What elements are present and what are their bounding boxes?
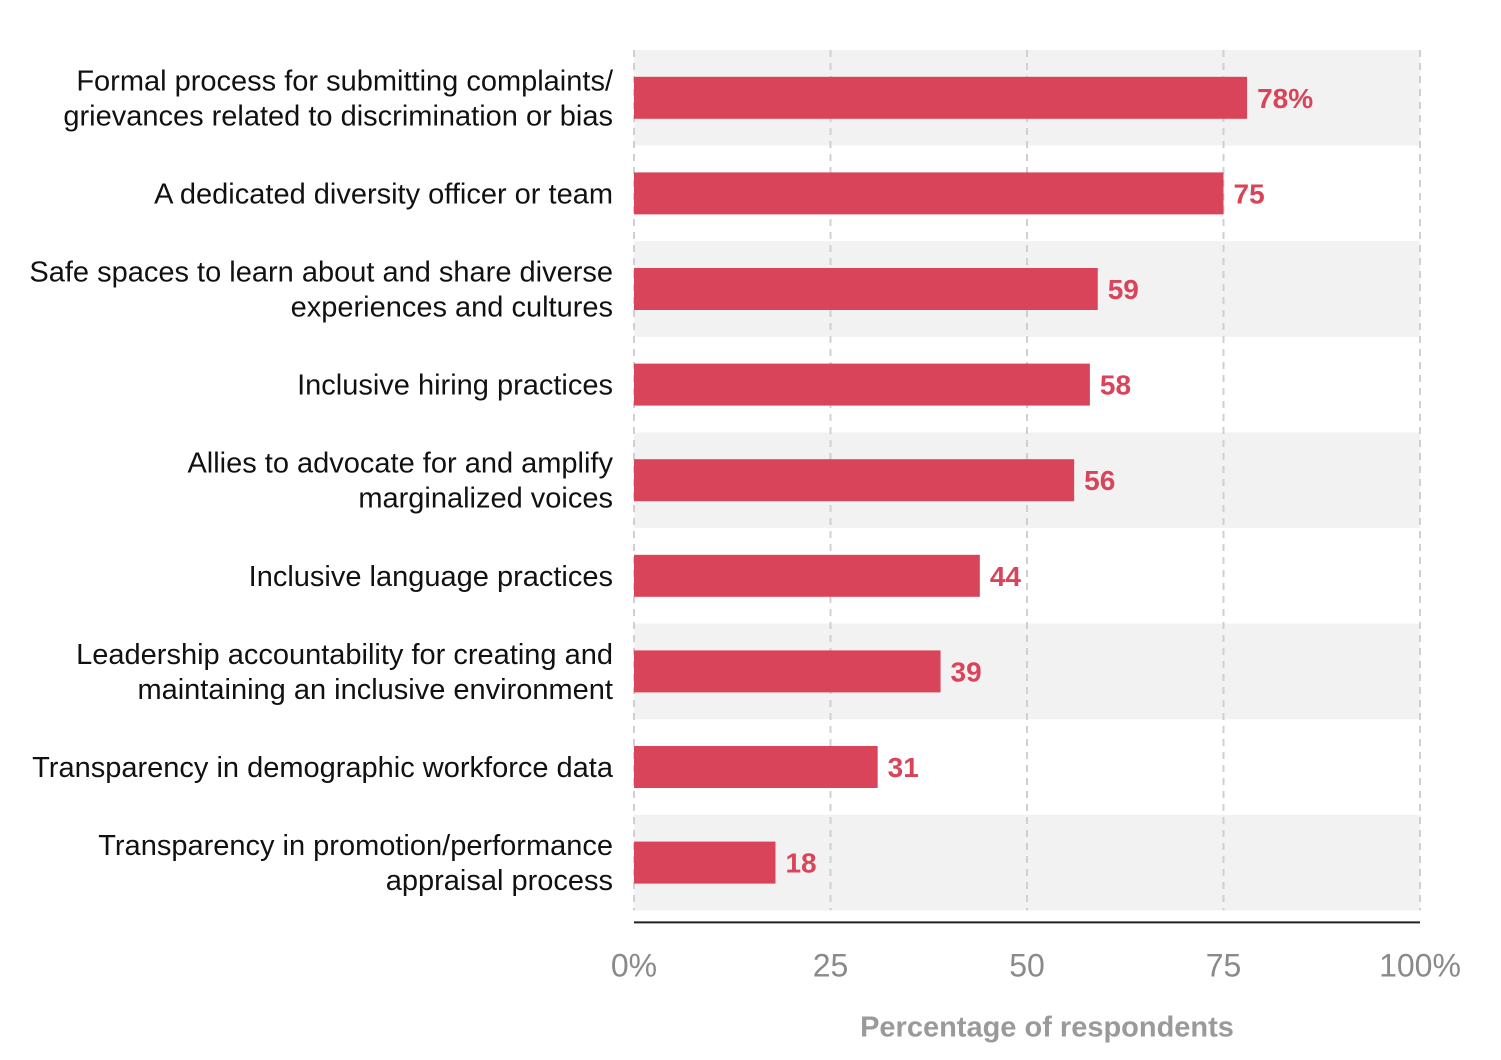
category-label: A dedicated diversity officer or team xyxy=(154,178,613,210)
category-label-line: experiences and cultures xyxy=(291,292,613,324)
x-tick-label: 25 xyxy=(813,947,849,983)
category-label-line: appraisal process xyxy=(386,865,613,897)
x-tick-label: 50 xyxy=(1009,947,1045,983)
x-axis-title: Percentage of respondents xyxy=(860,1011,1234,1043)
category-label-line: maintaining an inclusive environment xyxy=(137,674,613,706)
category-label-line: Leadership accountability for creating a… xyxy=(76,639,613,671)
category-label: Leadership accountability for creating a… xyxy=(76,639,613,706)
category-label-line: Transparency in demographic workforce da… xyxy=(32,752,614,784)
category-label-line: Inclusive hiring practices xyxy=(297,370,613,402)
value-label: 78% xyxy=(1257,83,1313,114)
category-labels: Formal process for submitting complaints… xyxy=(29,65,614,897)
bar xyxy=(634,459,1075,502)
category-label: Inclusive hiring practices xyxy=(297,370,613,402)
category-label-line: Allies to advocate for and amplify xyxy=(187,448,613,480)
category-label-line: grievances related to discrimination or … xyxy=(63,100,613,132)
value-label: 75 xyxy=(1234,178,1265,209)
category-label: Transparency in promotion/performance app… xyxy=(98,830,613,897)
category-label-line: marginalized voices xyxy=(358,483,613,515)
category-label-line: A dedicated diversity officer or team xyxy=(154,178,613,210)
value-label: 44 xyxy=(990,561,1022,592)
category-label-line: Safe spaces to learn about and share div… xyxy=(29,257,613,289)
value-labels: 78% 75 59 58 56 44 39 31 18 xyxy=(785,83,1313,879)
bar xyxy=(634,746,878,788)
value-label: 31 xyxy=(888,752,919,783)
category-label: Safe spaces to learn about and share div… xyxy=(29,257,613,324)
bar xyxy=(634,650,941,693)
bar xyxy=(634,841,776,884)
category-label: Inclusive language practices xyxy=(249,561,613,593)
bar xyxy=(634,268,1098,310)
bar xyxy=(634,76,1248,119)
bars xyxy=(634,76,1248,884)
category-label-line: Inclusive language practices xyxy=(249,561,613,593)
bar xyxy=(634,172,1224,215)
value-label: 59 xyxy=(1108,274,1139,305)
category-label: Allies to advocate for and amplify margin… xyxy=(187,448,613,515)
category-label: Transparency in demographic workforce da… xyxy=(32,752,614,784)
value-label: 39 xyxy=(951,656,982,687)
bar xyxy=(634,554,980,597)
value-label: 56 xyxy=(1084,465,1115,496)
value-label: 58 xyxy=(1100,370,1131,401)
category-label-line: Transparency in promotion/performance xyxy=(98,830,613,862)
category-label: Formal process for submitting complaints… xyxy=(63,65,614,132)
x-tick-label: 100% xyxy=(1379,947,1461,983)
category-label-line: Formal process for submitting complaints… xyxy=(76,65,614,97)
bar xyxy=(634,363,1090,406)
x-tick-label: 0% xyxy=(611,947,657,983)
x-tick-label: 75 xyxy=(1206,947,1242,983)
x-tick-labels: 0% 25 50 75 100% xyxy=(611,947,1461,983)
value-label: 18 xyxy=(785,848,816,879)
